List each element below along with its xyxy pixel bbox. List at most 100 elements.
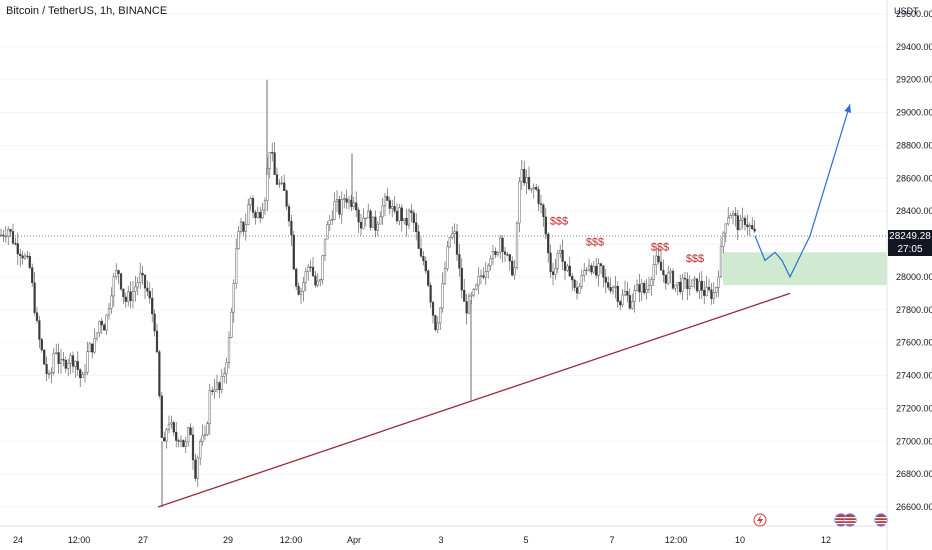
candle (371, 216, 375, 228)
candle (151, 287, 154, 323)
candle (391, 199, 394, 218)
candle (211, 386, 214, 396)
candle (261, 202, 264, 220)
candle (14, 237, 17, 246)
x-tick-label: 12 (821, 535, 831, 545)
candle (357, 207, 360, 234)
candle (268, 152, 271, 179)
liquidity-annotation: $$$ (586, 237, 604, 249)
projected-path[interactable] (754, 104, 851, 279)
candle (503, 247, 507, 262)
candle (187, 426, 190, 447)
candle (263, 197, 267, 215)
candle (614, 275, 617, 299)
candle (645, 279, 648, 300)
projection-arrowhead (844, 104, 852, 114)
candle (167, 415, 171, 434)
candle (292, 230, 295, 271)
chart-title: Bitcoin / TetherUS, 1h, BINANCE (6, 5, 168, 17)
candle (607, 276, 610, 290)
time-axis[interactable]: 24 12:00 27 29 12:00 Apr 3 5 7 12:00 10 12 (13, 535, 831, 545)
candle (124, 292, 127, 308)
candle (463, 279, 466, 302)
candle (69, 352, 72, 375)
candle (302, 276, 305, 302)
candle (395, 203, 399, 225)
candle (175, 421, 178, 448)
candle (91, 343, 94, 359)
x-tick-label: 3 (438, 535, 443, 545)
candle (643, 280, 646, 296)
candle (753, 219, 756, 233)
us-flag-icon-2[interactable] (843, 513, 857, 527)
candle (727, 207, 730, 226)
candle (203, 425, 207, 441)
candle (21, 250, 24, 265)
y-tick-label: 29400.00 (896, 42, 932, 52)
us-flag-icon-3[interactable] (874, 513, 888, 527)
candle (705, 276, 708, 297)
candle (628, 288, 631, 310)
candle (616, 281, 619, 308)
candle (537, 186, 540, 212)
candle (719, 237, 723, 278)
candle (585, 267, 588, 275)
price-axis[interactable]: 29600.00 29400.00 29200.00 29000.00 28800.00… (896, 9, 932, 512)
candle (177, 438, 180, 448)
candle (158, 349, 161, 399)
candle (119, 272, 123, 292)
candle (115, 263, 118, 280)
candle (422, 251, 425, 266)
candle (28, 252, 31, 270)
y-tick-label: 29200.00 (896, 75, 932, 85)
candle (83, 364, 87, 383)
candle (127, 285, 130, 307)
candle (26, 250, 29, 259)
candle (67, 358, 70, 377)
candle (523, 160, 526, 187)
candle (350, 194, 353, 212)
candle (345, 189, 348, 209)
candle (23, 252, 27, 261)
lightning-icon[interactable] (753, 513, 767, 527)
candle (441, 272, 444, 313)
candle (527, 166, 531, 191)
candle (707, 278, 711, 293)
candle (220, 369, 223, 394)
candle (683, 271, 687, 289)
candle (170, 415, 173, 429)
candle (218, 381, 221, 398)
candle (237, 226, 240, 250)
x-tick-label: 24 (13, 535, 23, 545)
candle (415, 213, 418, 241)
candle (405, 208, 408, 237)
candle (563, 261, 567, 281)
candle (297, 282, 300, 296)
candle (376, 221, 379, 236)
last-price-value: 28249.28 (889, 230, 931, 242)
candle (484, 262, 487, 286)
candle (539, 194, 543, 214)
candle (122, 288, 125, 304)
candle (189, 423, 192, 436)
candle (386, 188, 389, 201)
grid (0, 13, 887, 508)
candle (743, 215, 747, 231)
candle (647, 276, 651, 294)
candle (412, 209, 415, 233)
candle (381, 197, 384, 225)
candle (712, 282, 715, 304)
candle (739, 214, 742, 231)
candle (491, 244, 495, 265)
candle (47, 369, 51, 379)
y-tick-label: 26600.00 (896, 502, 932, 512)
candle (592, 261, 595, 275)
support-trendline[interactable] (157, 292, 791, 508)
candle (676, 282, 679, 296)
candle (741, 207, 744, 229)
candle (427, 269, 430, 288)
candle (465, 294, 468, 325)
candle (196, 455, 199, 487)
candle (105, 314, 108, 335)
